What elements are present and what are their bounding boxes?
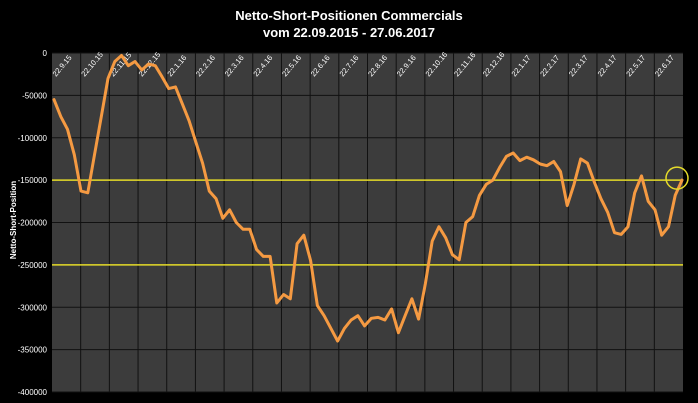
series-line (52, 54, 684, 343)
reference-lines (52, 179, 683, 266)
chart-subtitle: vom 22.09.2015 - 27.06.2017 (262, 25, 436, 40)
y-axis-label: Netto-Short-Position (9, 181, 18, 259)
y-tick-label: -50000 (22, 91, 47, 100)
y-tick-label: -200000 (18, 219, 48, 228)
y-tick-label: 0 (43, 49, 48, 58)
y-tick-label: -100000 (18, 134, 48, 143)
y-axis-ticks: 0 -50000 -100000 -150000 -200000 -250000 -3000… (18, 49, 48, 397)
chart-title: Netto-Short-Positionen Commercials (235, 8, 463, 23)
y-tick-label: -300000 (18, 303, 48, 312)
y-tick-label: -350000 (18, 346, 48, 355)
y-tick-label: -150000 (18, 176, 48, 185)
y-tick-label: -400000 (18, 388, 48, 397)
highlight-circle (665, 166, 689, 190)
y-tick-label: -250000 (18, 261, 48, 270)
